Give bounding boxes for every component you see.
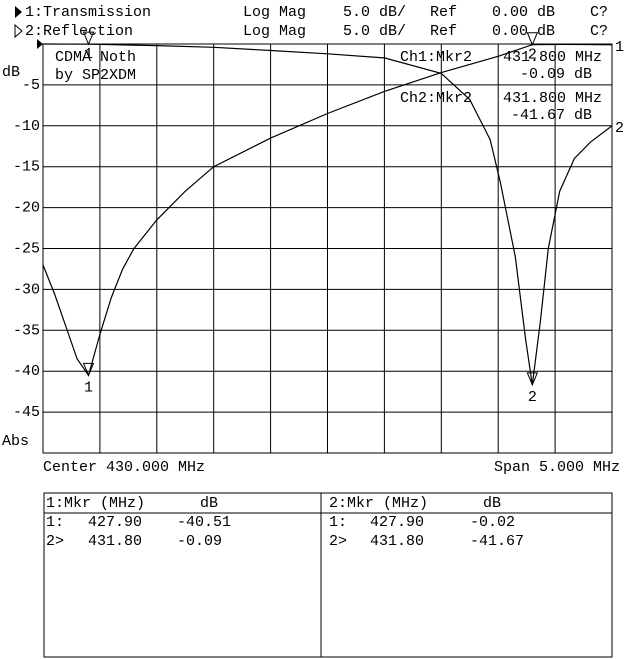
ref-position-arrow	[37, 39, 43, 49]
marker	[526, 372, 539, 387]
readout-value: -41.67 dB	[511, 107, 592, 124]
header-scale: 5.0 dB/	[343, 23, 406, 40]
marker-label: 2	[528, 47, 537, 64]
y-tick-label: -25	[13, 240, 40, 257]
y-tick-label: -5	[22, 77, 40, 94]
marker	[526, 32, 539, 47]
table-cell: -0.02	[470, 514, 515, 531]
span: Span 5.000 MHz	[494, 459, 620, 476]
y-tick-label: -15	[13, 159, 40, 176]
header-ref: 0.00 dB	[492, 4, 555, 21]
trace-label: 1	[615, 39, 624, 56]
table-frame	[43, 492, 613, 658]
marker-label: 1	[84, 379, 93, 396]
marker-label: 2	[528, 389, 537, 406]
y-format-label: Abs	[2, 433, 29, 450]
trace	[42, 43, 613, 385]
table-header: dB	[200, 495, 218, 512]
active-channel-arrow	[15, 6, 22, 18]
table-cell: -41.67	[470, 533, 524, 550]
y-tick-label: -30	[13, 281, 40, 298]
table-cell: 2>	[46, 533, 64, 550]
readout-value: -0.09 dB	[520, 66, 592, 83]
header-format: Log Mag	[243, 4, 306, 21]
table-cell: 427.90	[88, 514, 142, 531]
header-name: 1:Transmission	[25, 4, 151, 21]
marker	[82, 362, 95, 377]
table-cell: -0.09	[177, 533, 222, 550]
header-ref: 0.00 dB	[492, 23, 555, 40]
marker	[82, 31, 95, 46]
header-scale: 5.0 dB/	[343, 4, 406, 21]
readout-name: Ch2:Mkr2	[400, 90, 472, 107]
header-name: 2:Reflection	[25, 23, 133, 40]
readout-x: 431.800 MHz	[503, 90, 602, 107]
y-tick-label: -20	[13, 200, 40, 217]
header-status: C?	[590, 4, 608, 21]
y-tick-label: -40	[13, 363, 40, 380]
table-cell: 427.90	[370, 514, 424, 531]
y-tick-label: -10	[13, 118, 40, 135]
table-cell: 2>	[329, 533, 347, 550]
annotation: by SP2XDM	[55, 67, 136, 84]
table-cell: 431.80	[88, 533, 142, 550]
y-tick-label: -35	[13, 322, 40, 339]
header-format: Log Mag	[243, 23, 306, 40]
channel-arrow	[14, 23, 23, 39]
table-header: 2:Mkr (MHz)	[329, 495, 428, 512]
center-frequency: Center 430.000 MHz	[43, 459, 205, 476]
trace	[42, 43, 613, 377]
readout-name: Ch1:Mkr2	[400, 49, 472, 66]
table-cell: -40.51	[177, 514, 231, 531]
table-header: 1:Mkr (MHz)	[46, 495, 145, 512]
header-status: C?	[590, 23, 608, 40]
header-ref-label: Ref	[430, 4, 457, 21]
header-ref-label: Ref	[430, 23, 457, 40]
y-tick-label: -45	[13, 404, 40, 421]
table-cell: 1:	[329, 514, 347, 531]
readout-x: 431.800 MHz	[503, 49, 602, 66]
marker-label: 1	[84, 46, 93, 63]
table-cell: 1:	[46, 514, 64, 531]
table-header: dB	[483, 495, 501, 512]
table-cell: 431.80	[370, 533, 424, 550]
y-axis-label: dB	[2, 64, 20, 81]
trace-label: 2	[615, 120, 624, 137]
annotation: CDMA Noth	[55, 49, 136, 66]
